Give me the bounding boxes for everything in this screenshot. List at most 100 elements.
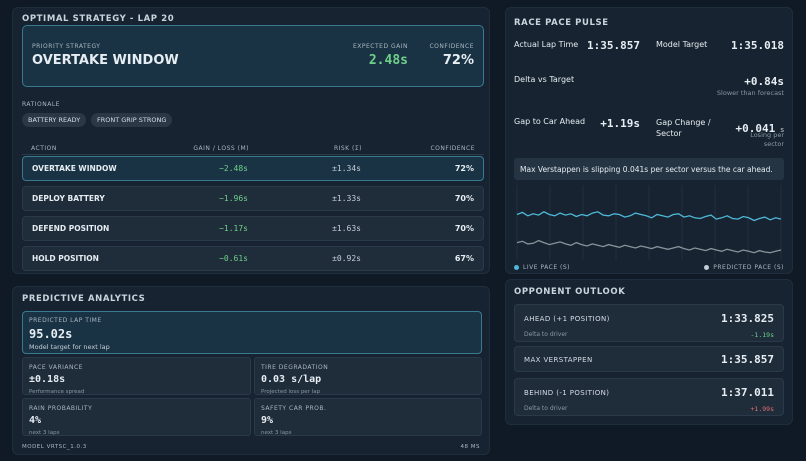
actual-lap-label: Actual Lap Time (514, 40, 579, 49)
cell-note: next 3 laps (29, 430, 60, 436)
expected-gain-label: EXPECTED GAIN (353, 43, 408, 50)
live-pace-series (516, 211, 782, 222)
strategy-title: OPTIMAL STRATEGY - LAP 20 (22, 14, 175, 24)
opponent-behind-card[interactable]: BEHIND (-1 POSITION) 1:37.011 Delta to d… (514, 378, 784, 416)
legend-predicted-dot (704, 265, 710, 270)
opponent-driver-card[interactable]: MAX VERSTAPPEN 1:35.857 (514, 346, 784, 372)
model-target-value: 1:35.018 (731, 39, 784, 52)
safety-car-cell[interactable]: SAFETY CAR PROB. 9% next 3 laps (254, 398, 482, 436)
action-name: OVERTAKE WINDOW (32, 164, 117, 173)
cell-value: 9% (261, 415, 274, 426)
chip-front-grip-strong: FRONT GRIP STRONG (91, 113, 173, 127)
action-gain: −1.96s (219, 194, 248, 203)
model-target-label: Model Target (656, 40, 708, 49)
cell-label: SAFETY CAR PROB. (261, 405, 327, 412)
priority-strategy-card[interactable]: PRIORITY STRATEGY OVERTAKE WINDOW EXPECT… (22, 25, 484, 87)
delta-value: +0.84s (744, 75, 784, 88)
legend-live: LIVE PACE (S) (514, 264, 570, 271)
actual-lap-value: 1:35.857 (587, 39, 640, 52)
latency: 48 MS (460, 444, 480, 450)
predicted-lap-card[interactable]: PREDICTED LAP TIME 95.02s Model target f… (22, 311, 482, 354)
col-confidence: CONFIDENCE (430, 145, 475, 152)
cell-label: PACE VARIANCE (29, 364, 83, 371)
action-name: DEPLOY BATTERY (32, 194, 105, 203)
opponent-time: 1:37.011 (721, 386, 774, 399)
opponent-ahead-card[interactable]: AHEAD (+1 POSITION) 1:33.825 Delta to dr… (514, 304, 784, 342)
action-name: DEFEND POSITION (32, 224, 110, 233)
legend-live-dot (514, 265, 519, 270)
cell-value: 0.03 s/lap (261, 374, 322, 385)
rationale-label: RATIONALE (22, 101, 60, 108)
cell-value: ±0.18s (29, 374, 66, 385)
gap-change-value-wrap: +0.041 s (736, 117, 785, 136)
rationale-chips: BATTERY READY FRONT GRIP STRONG (22, 113, 322, 127)
opponent-delta: +1.99s (750, 405, 774, 413)
table-row[interactable]: OVERTAKE WINDOW −2.48s ±1.34s 72% (22, 156, 484, 181)
strategy-panel: OPTIMAL STRATEGY - LAP 20 PRIORITY STRAT… (12, 7, 490, 274)
gap-ahead-label: Gap to Car Ahead (514, 117, 586, 126)
gap-change-value: +0.041 (735, 122, 776, 135)
col-gain-loss: GAIN / LOSS (M) (193, 145, 249, 152)
gap-change-label-line2: Sector (656, 129, 682, 138)
opponent-name: MAX VERSTAPPEN (524, 356, 593, 364)
pace-alert: Max Verstappen is slipping 0.041s per se… (514, 158, 784, 180)
opponent-title: OPPONENT OUTLOOK (514, 287, 626, 297)
opponent-panel: OPPONENT OUTLOOK AHEAD (+1 POSITION) 1:3… (505, 279, 793, 425)
pace-variance-cell[interactable]: PACE VARIANCE ±0.18s Performance spread (22, 357, 251, 395)
action-risk: ±1.34s (332, 164, 361, 173)
cell-note: Projected loss per lap (261, 389, 321, 395)
model-version: MODEL VRTSC_1.0.3 (22, 444, 87, 450)
cell-note: Performance spread (29, 389, 85, 395)
action-gain: −2.48s (219, 164, 248, 173)
action-gain: −1.17s (219, 224, 248, 233)
confidence-label: CONFIDENCE (429, 43, 474, 50)
predicted-lap-note: Model target for next lap (29, 343, 110, 351)
cell-label: TIRE DEGRADATION (261, 364, 329, 371)
action-risk: ±1.33s (332, 194, 361, 203)
pace-alert-text: Max Verstappen is slipping 0.041s per se… (520, 165, 773, 174)
predicted-pace-series (516, 239, 782, 254)
predicted-lap-label: PREDICTED LAP TIME (29, 317, 102, 324)
opponent-delta: -1.19s (750, 331, 774, 339)
chip-battery-ready: BATTERY READY (22, 113, 87, 127)
legend-predicted-label: PREDICTED PACE (S) (713, 264, 784, 271)
delta-sub: Slower than forecast (716, 89, 784, 97)
action-risk: ±1.63s (332, 224, 361, 233)
opponent-name: BEHIND (-1 POSITION) (524, 389, 610, 397)
opponent-sub: Delta to driver (524, 331, 568, 338)
legend-predicted: PREDICTED PACE (S) (704, 264, 784, 271)
table-row[interactable]: HOLD POSITION −0.61s ±0.92s 67% (22, 246, 484, 271)
rain-probability-cell[interactable]: RAIN PROBABILITY 4% next 3 laps (22, 398, 251, 436)
col-action: ACTION (31, 145, 57, 152)
col-risk: RISK (Σ) (333, 145, 362, 152)
action-gain: −0.61s (219, 254, 248, 263)
predicted-lap-value: 95.02s (29, 327, 73, 341)
opponent-sub: Delta to driver (524, 405, 568, 412)
opponent-name: AHEAD (+1 POSITION) (524, 315, 610, 323)
priority-name: OVERTAKE WINDOW (32, 53, 179, 68)
analytics-panel: PREDICTIVE ANALYTICS PREDICTED LAP TIME … (12, 286, 490, 455)
action-confidence: 70% (454, 224, 474, 233)
expected-gain-value: 2.48s (368, 53, 408, 68)
race-pace-title: RACE PACE PULSE (514, 18, 609, 28)
gap-change-sub-line2: sector (763, 140, 784, 148)
table-row[interactable]: DEPLOY BATTERY −1.96s ±1.33s 70% (22, 186, 484, 211)
action-risk: ±0.92s (332, 254, 361, 263)
action-confidence: 70% (454, 194, 474, 203)
delta-label: Delta vs Target (514, 75, 575, 84)
opponent-time: 1:35.857 (721, 353, 774, 366)
cell-note: next 3 laps (261, 430, 292, 436)
table-row[interactable]: DEFEND POSITION −1.17s ±1.63s 70% (22, 216, 484, 241)
race-pace-panel: RACE PACE PULSE Actual Lap Time 1:35.857… (505, 7, 793, 274)
opponent-time: 1:33.825 (721, 312, 774, 325)
gap-change-label: Gap Change / Sector (656, 117, 711, 139)
gap-change-sub: Losing per sector (750, 131, 784, 149)
cell-value: 4% (29, 415, 42, 426)
gap-change-unit: s (780, 126, 784, 134)
gap-change-sub-line1: Losing per (750, 131, 784, 139)
legend-live-label: LIVE PACE (S) (523, 264, 571, 271)
tire-degradation-cell[interactable]: TIRE DEGRADATION 0.03 s/lap Projected lo… (254, 357, 482, 395)
pace-chart (516, 185, 782, 260)
priority-label: PRIORITY STRATEGY (32, 43, 101, 50)
action-confidence: 67% (454, 254, 474, 263)
